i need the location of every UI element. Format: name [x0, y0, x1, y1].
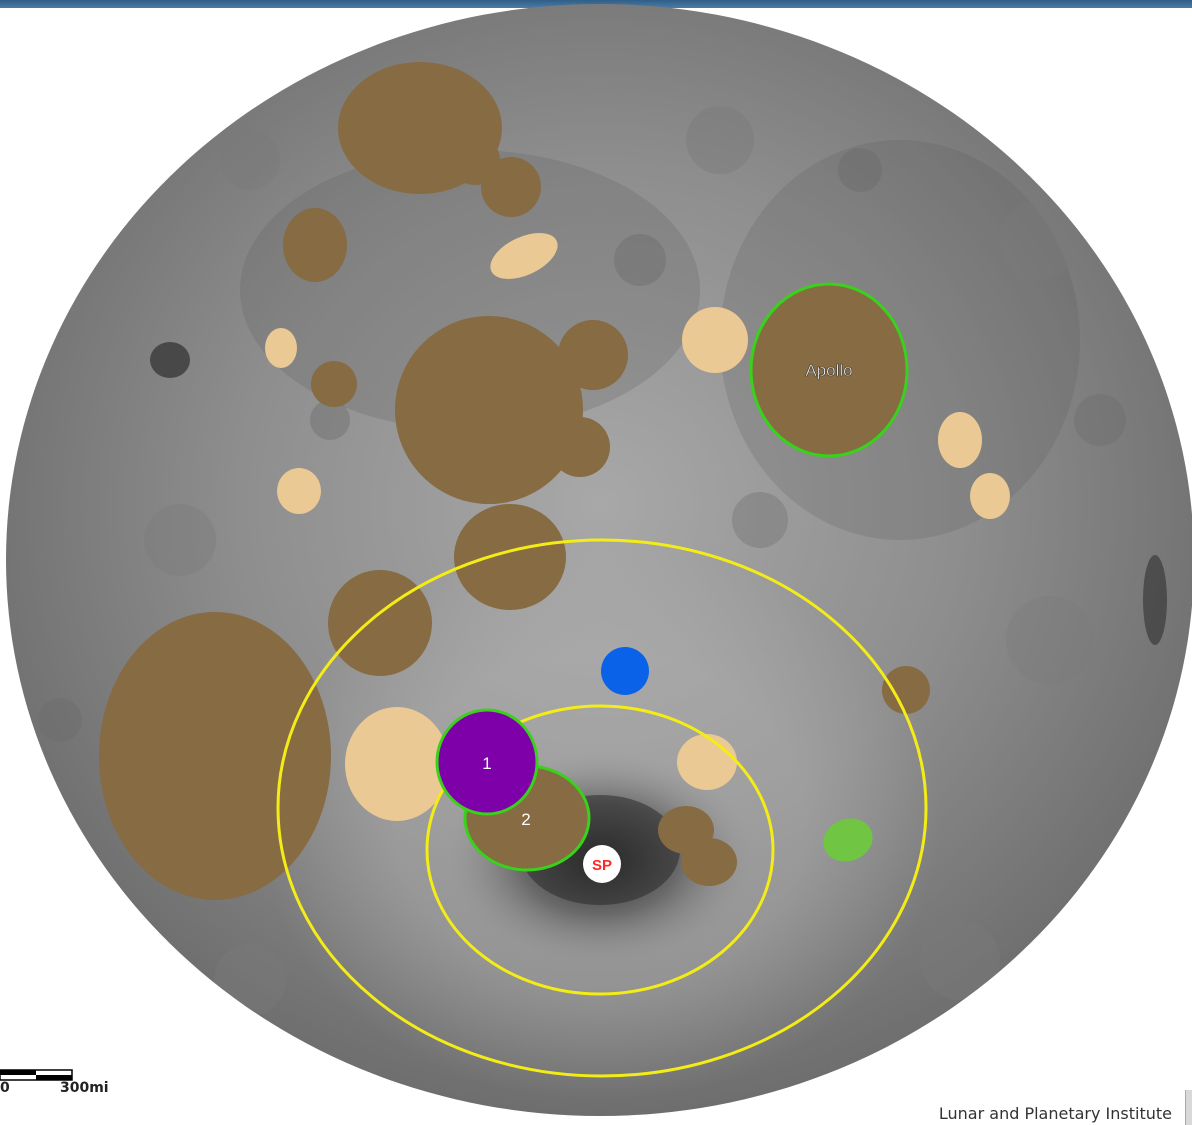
site-2-label: 2 [521, 810, 530, 829]
crater-tan[interactable] [938, 412, 982, 468]
crater-brown[interactable] [99, 612, 331, 900]
brown-craters [99, 62, 930, 900]
crater-tan[interactable] [265, 328, 297, 368]
crater-brown[interactable] [454, 504, 566, 610]
crater-tan[interactable] [677, 734, 737, 790]
credit-text: Lunar and Planetary Institute [938, 1104, 1172, 1123]
inner-yellow-ring [425, 704, 775, 996]
crater-tan[interactable] [345, 707, 449, 821]
outer-yellow-ring [276, 538, 928, 1078]
crater-brown[interactable] [481, 157, 541, 217]
crater-brown[interactable] [681, 838, 737, 886]
crater-brown[interactable] [283, 208, 347, 282]
crater-brown[interactable] [328, 570, 432, 676]
south-pole-marker[interactable]: SP [583, 845, 621, 883]
green-marker[interactable] [817, 812, 878, 869]
tan-craters [265, 224, 1010, 821]
crater-brown[interactable] [558, 320, 628, 390]
window-top-bar [0, 0, 1192, 8]
scale-bar-left-label: 0 [0, 1080, 10, 1096]
site-1[interactable]: 1 [435, 708, 539, 816]
crater-brown[interactable] [395, 316, 583, 504]
south-pole-label: SP [592, 857, 612, 874]
blue-marker[interactable] [601, 647, 649, 695]
crater-tan[interactable] [682, 307, 748, 373]
scale-bar [0, 1069, 73, 1081]
apollo-basin[interactable]: Apollo [749, 282, 909, 458]
scale-bar-right-label: 300mi [60, 1080, 109, 1096]
site-1-label: 1 [482, 754, 491, 773]
site-1-circle[interactable] [435, 708, 539, 816]
crater-tan[interactable] [277, 468, 321, 514]
crater-tan[interactable] [483, 224, 564, 289]
apollo-label: Apollo [805, 361, 852, 380]
south-pole-circle[interactable] [583, 845, 621, 883]
crater-brown[interactable] [311, 361, 357, 407]
apollo-basin-circle[interactable] [749, 282, 909, 458]
crater-brown[interactable] [882, 666, 930, 714]
crater-tan[interactable] [970, 473, 1010, 519]
window-edge [1185, 1090, 1192, 1125]
